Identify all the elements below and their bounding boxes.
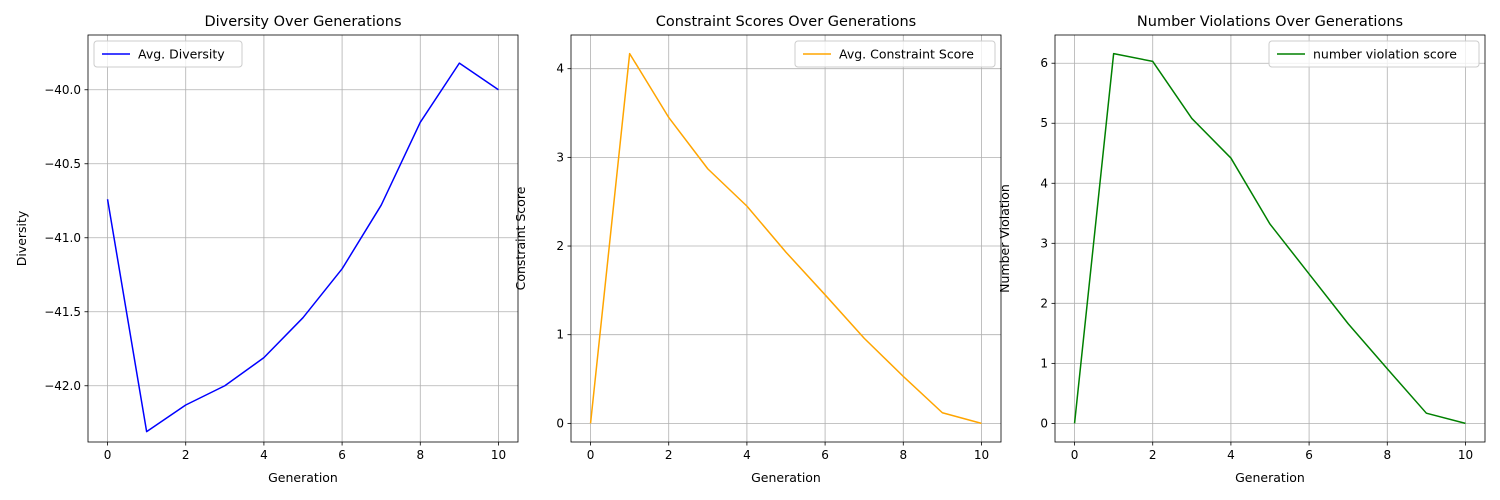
x-tick-label: 10	[974, 448, 989, 462]
x-tick-label: 4	[260, 448, 268, 462]
chart-title: Number Violations Over Generations	[1137, 14, 1403, 30]
x-tick-label: 2	[1149, 448, 1157, 462]
x-tick-label: 6	[1305, 448, 1313, 462]
y-tick-label: 2	[1040, 296, 1048, 310]
y-tick-label: 4	[556, 62, 564, 76]
y-tick-label: 0	[556, 416, 564, 430]
chart-panel-2: 0 2 4 6 8 10 0 1 2 3 4 Constraint Scores Over Gener…	[513, 14, 1002, 485]
x-tick-label: 10	[1458, 448, 1473, 462]
plot-frame	[1054, 34, 1486, 443]
y-tick-label: 5	[1040, 116, 1048, 130]
y-tick-label: 3	[556, 150, 564, 164]
y-tick-label: 4	[1040, 176, 1048, 190]
chart-panel-3: 0 2 4 6 8 10 0 1 2 3 4 5 6 Number Violations Over Gen…	[997, 14, 1486, 485]
y-tick-label: −41.0	[44, 231, 81, 245]
x-tick-label: 8	[1383, 448, 1391, 462]
legend: number violation score	[1268, 40, 1480, 68]
y-tick-label: 3	[1040, 236, 1048, 250]
series-line	[589, 52, 982, 425]
x-tick-label: 8	[416, 448, 424, 462]
x-tick-label: 6	[821, 448, 829, 462]
x-tick-label: 2	[665, 448, 673, 462]
y-axis-label: Constraint Score	[513, 186, 528, 290]
y-tick-label: 2	[556, 239, 564, 253]
y-axis-label: Number Violation	[997, 184, 1012, 293]
plot-frame	[570, 34, 1002, 443]
y-tick-label: 0	[1040, 416, 1048, 430]
y-tick-label: −42.0	[44, 379, 81, 393]
chart-panel-1: 0 2 4 6 8 10 −42.0 −41.5 −41.0 −40.5 −40.0 Diversit…	[14, 14, 519, 485]
legend-box	[93, 40, 243, 68]
x-axis-label: Generation	[751, 470, 821, 485]
y-tick-label: 1	[1040, 356, 1048, 370]
x-tick-label: 4	[1227, 448, 1235, 462]
legend-box	[1268, 40, 1480, 68]
x-tick-label: 8	[899, 448, 907, 462]
legend-label: Avg. Diversity	[138, 47, 225, 62]
y-tick-label: −40.5	[44, 157, 81, 171]
y-tick-label: −40.0	[44, 83, 81, 97]
y-tick-label: 6	[1040, 56, 1048, 70]
x-axis-label: Generation	[1235, 470, 1305, 485]
x-axis-label: Generation	[268, 470, 338, 485]
legend: Avg. Diversity	[93, 40, 243, 68]
x-tick-label: 4	[743, 448, 751, 462]
legend-label: number violation score	[1313, 47, 1457, 62]
x-tick-label: 10	[491, 448, 506, 462]
chart-title: Diversity Over Generations	[204, 14, 401, 30]
x-tick-label: 2	[182, 448, 190, 462]
x-tick-label: 0	[1071, 448, 1079, 462]
legend-box	[794, 40, 996, 68]
chart-title: Constraint Scores Over Generations	[656, 14, 917, 30]
plot-frame	[87, 34, 519, 443]
legend: Avg. Constraint Score	[794, 40, 996, 68]
x-tick-label: 0	[104, 448, 112, 462]
y-tick-label: 1	[556, 328, 564, 342]
series-line	[106, 62, 499, 433]
x-tick-label: 6	[338, 448, 346, 462]
x-tick-label: 0	[587, 448, 595, 462]
y-tick-label: −41.5	[44, 305, 81, 319]
legend-label: Avg. Constraint Score	[839, 47, 974, 62]
y-axis-label: Diversity	[14, 210, 29, 266]
series-line	[1073, 52, 1466, 425]
